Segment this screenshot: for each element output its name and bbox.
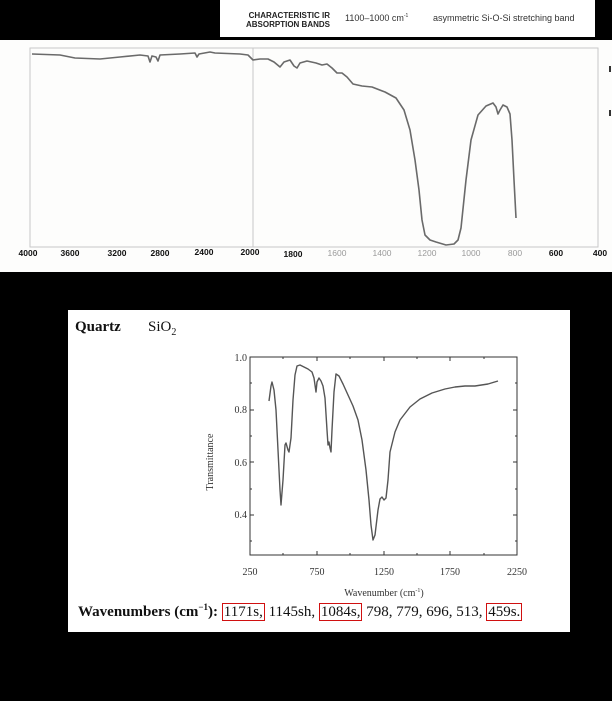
svg-text:2800: 2800 bbox=[151, 248, 170, 258]
peak-highlighted: 459s. bbox=[486, 603, 523, 621]
plot-frame bbox=[29, 47, 599, 248]
ir-spectrum-plot: 4000 3600 3200 2800 2400 2000 1800 1600 … bbox=[19, 47, 611, 259]
svg-text:0.8: 0.8 bbox=[235, 405, 248, 416]
svg-text:600: 600 bbox=[549, 248, 563, 258]
x-axis-label: Wavenumber (cm-1) bbox=[344, 588, 423, 599]
ir-spectrum-chart-top: 4000 3600 3200 2800 2400 2000 1800 1600 … bbox=[0, 40, 612, 272]
y-axis-ticks bbox=[250, 357, 517, 555]
quartz-card: Quartz SiO2 1.0 0.8 0.6 0.4 250 750 1250… bbox=[68, 310, 570, 632]
svg-text:1800: 1800 bbox=[284, 249, 303, 259]
peak: 1145sh, bbox=[268, 604, 316, 620]
wavenumbers-label-text: Wavenumbers (cm bbox=[78, 604, 199, 620]
peak: 696, bbox=[426, 604, 453, 620]
heading-line-1: CHARACTERISTIC IR bbox=[248, 11, 330, 20]
heading-line-2: ABSORPTION BANDS bbox=[245, 20, 330, 29]
spectrum-curve bbox=[31, 51, 517, 246]
peak: 513, bbox=[456, 604, 483, 620]
svg-text:1750: 1750 bbox=[440, 567, 460, 578]
svg-text:250: 250 bbox=[243, 567, 258, 578]
svg-text:2400: 2400 bbox=[195, 247, 214, 257]
mineral-formula: SiO2 bbox=[148, 319, 176, 338]
formula-subscript: 2 bbox=[171, 327, 177, 338]
wavenumbers-label-end: ): bbox=[208, 604, 219, 620]
quartz-spectrum-curve bbox=[268, 364, 499, 541]
svg-text:1250: 1250 bbox=[374, 567, 394, 578]
band-range-value: 1100–1000 cm bbox=[345, 13, 404, 23]
plot-frame bbox=[249, 356, 518, 556]
formula-main: SiO bbox=[148, 319, 172, 335]
wavenumbers-list: Wavenumbers (cm−1): 1171s, 1145sh, 1084s… bbox=[78, 602, 523, 621]
header-heading: CHARACTERISTIC IR ABSORPTION BANDS bbox=[234, 11, 330, 29]
svg-text:1.0: 1.0 bbox=[235, 353, 248, 364]
band-range: 1100–1000 cm-1 bbox=[345, 13, 408, 23]
svg-text:0.4: 0.4 bbox=[235, 510, 248, 521]
svg-text:1400: 1400 bbox=[373, 248, 392, 258]
peak-highlighted: 1171s, bbox=[221, 603, 265, 621]
svg-text:2250: 2250 bbox=[507, 567, 527, 578]
band-range-unit-sup: -1 bbox=[403, 13, 409, 19]
quartz-transmittance-chart: 1.0 0.8 0.6 0.4 250 750 1250 1750 2250 T… bbox=[205, 353, 527, 599]
characteristic-bands-header: CHARACTERISTIC IR ABSORPTION BANDS 1100–… bbox=[220, 0, 595, 37]
svg-text:3600: 3600 bbox=[61, 248, 80, 258]
svg-text:2000: 2000 bbox=[241, 247, 260, 257]
wavenumbers-label: Wavenumbers (cm−1): bbox=[78, 602, 219, 620]
svg-text:0.6: 0.6 bbox=[235, 458, 248, 469]
svg-text:400: 400 bbox=[593, 248, 607, 258]
band-description: asymmetric Si-O-Si stretching band bbox=[433, 13, 575, 23]
svg-text:1600: 1600 bbox=[328, 248, 347, 258]
tick-4000: 4000 bbox=[19, 248, 38, 258]
peak-highlighted: 1084s, bbox=[318, 603, 363, 621]
svg-text:750: 750 bbox=[310, 567, 325, 578]
svg-text:1000: 1000 bbox=[462, 248, 481, 258]
x-axis-ticks: 4000 3600 3200 2800 2400 2000 1800 1600 … bbox=[19, 247, 608, 259]
svg-text:800: 800 bbox=[508, 248, 522, 258]
peak: 779, bbox=[396, 604, 423, 620]
svg-text:3200: 3200 bbox=[108, 248, 127, 258]
y-axis-label: Transmittance bbox=[205, 433, 216, 490]
peak: 798, bbox=[366, 604, 393, 620]
mineral-name: Quartz bbox=[75, 319, 121, 335]
wavenumbers-label-sup: −1 bbox=[198, 602, 209, 612]
svg-text:1200: 1200 bbox=[418, 248, 437, 258]
